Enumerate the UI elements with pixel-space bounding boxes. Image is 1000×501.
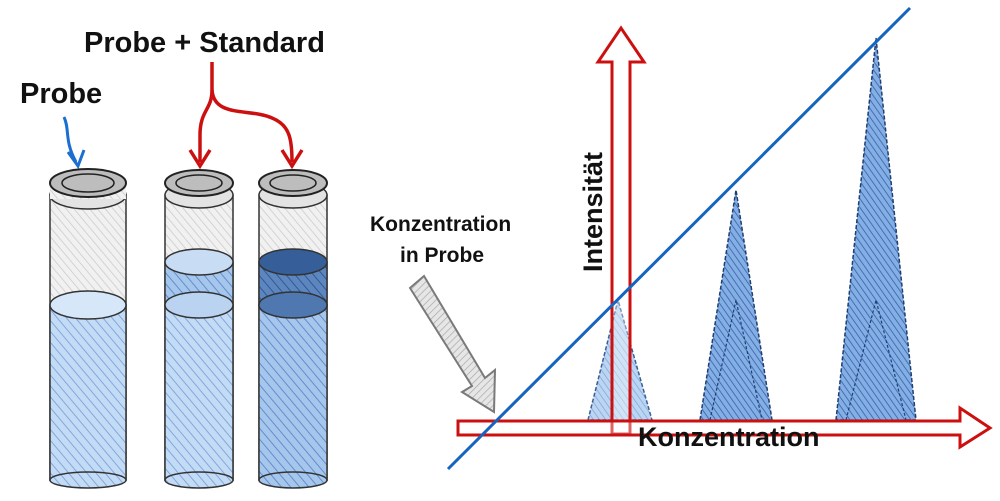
calibration-line (446, 6, 912, 471)
peak-standard-2 (835, 37, 917, 421)
probe-label: Probe (20, 78, 102, 110)
y-axis-label: Intensität (578, 152, 608, 272)
y-axis-arrow (595, 25, 647, 436)
peak-standard-1 (699, 189, 773, 421)
probe-standard-label: Probe + Standard (84, 27, 325, 59)
test-tube-probe (49, 168, 127, 489)
konzentration-in-probe-line2: in Probe (400, 244, 484, 267)
x-axis-label: Konzentration (638, 422, 820, 452)
x-axis-arrow (456, 405, 993, 450)
peak-sample (587, 297, 653, 421)
test-tube-standard-2 (258, 169, 328, 489)
arrow-down-icon (62, 116, 86, 170)
konzentration-in-probe-line1: Konzentration (370, 213, 511, 236)
diagonal-arrow-icon (408, 274, 497, 414)
forked-arrow-icon (188, 62, 304, 170)
test-tube-standard-1 (164, 169, 234, 489)
